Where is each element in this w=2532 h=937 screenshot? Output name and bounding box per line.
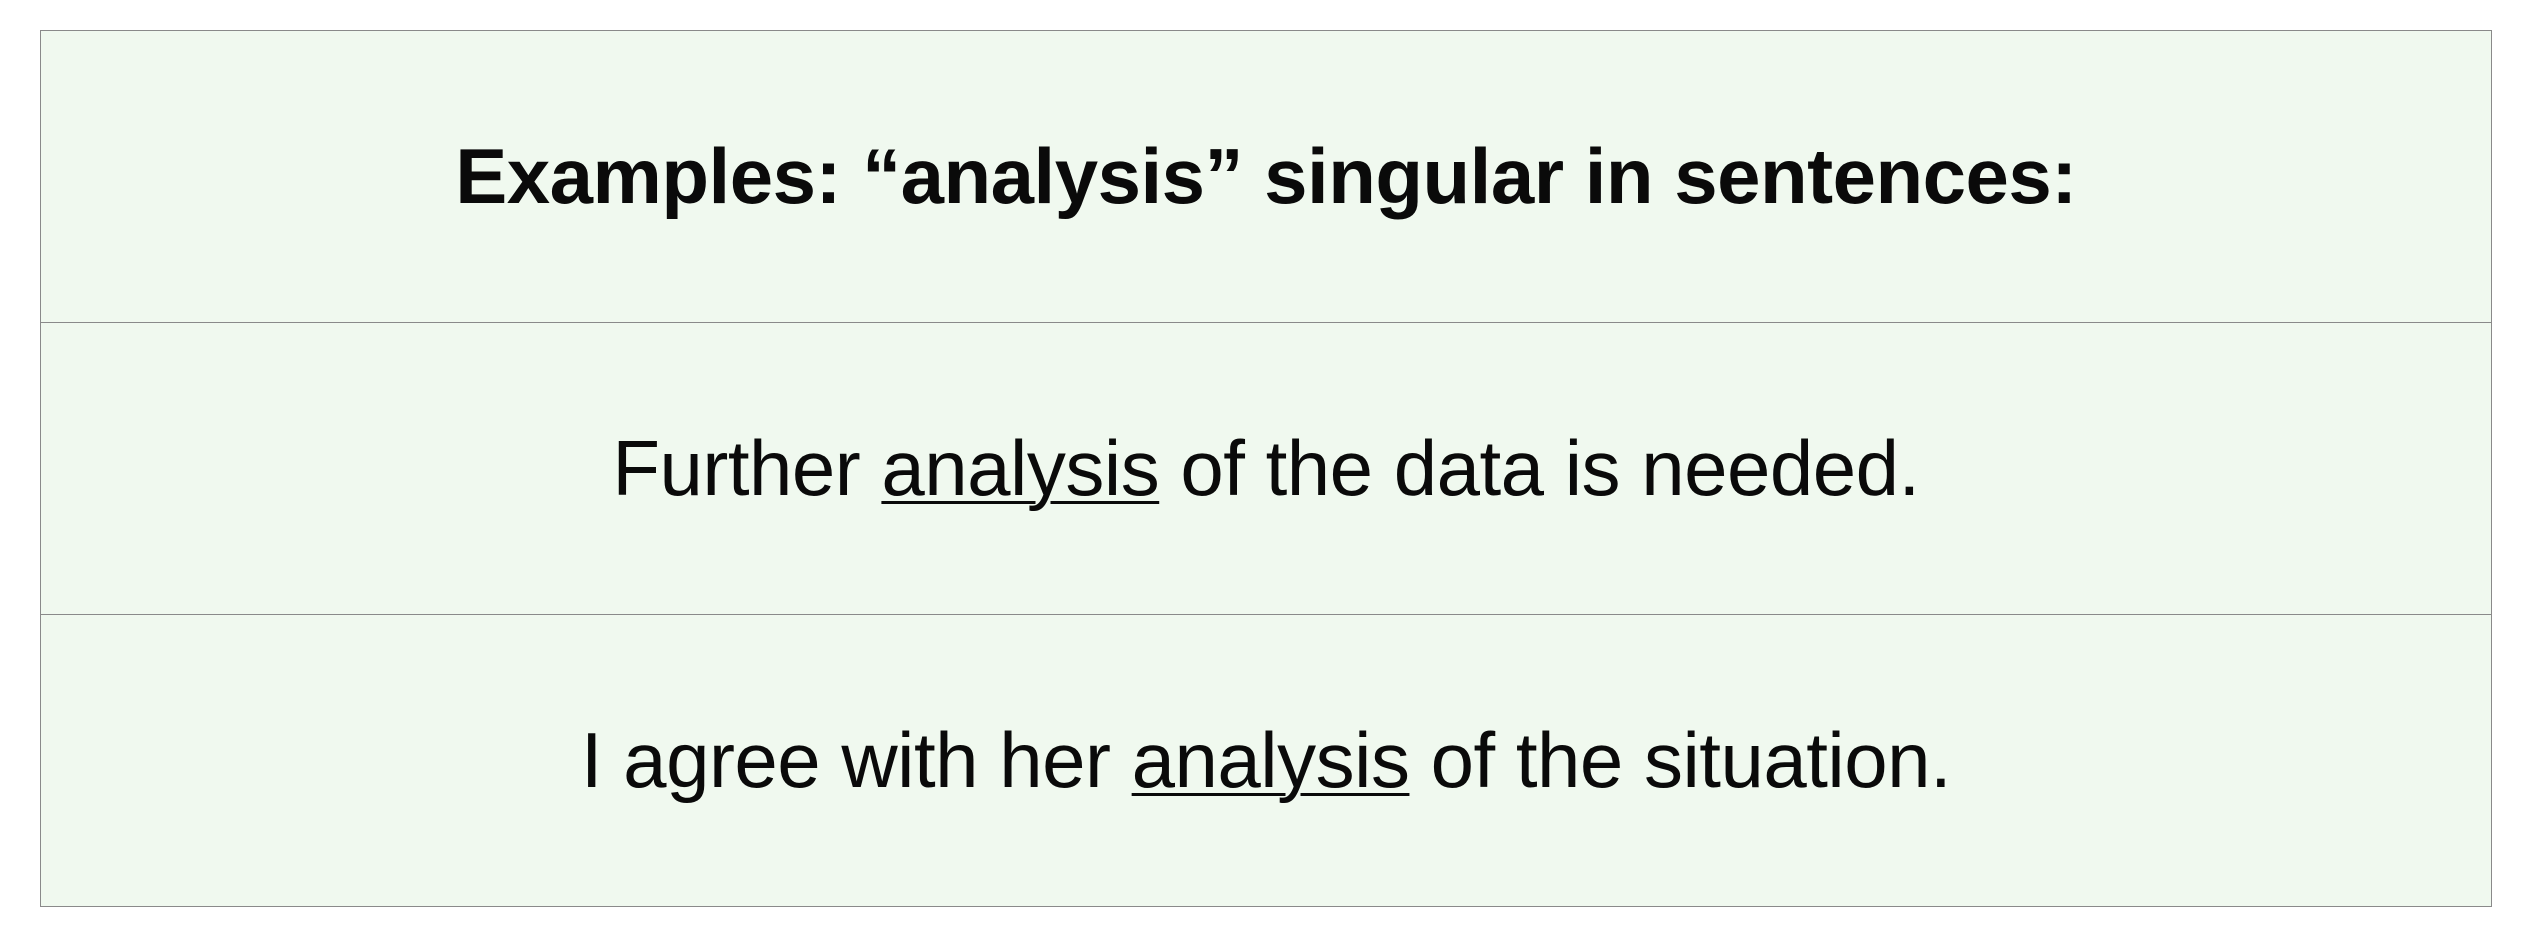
sentence-before: Further [612, 424, 881, 512]
sentence-after: of the situation. [1409, 716, 1951, 804]
sentence-after: of the data is needed. [1159, 424, 1919, 512]
table-header-text: Examples: “analysis” singular in sentenc… [455, 131, 2077, 222]
page-wrap: Examples: “analysis” singular in sentenc… [0, 0, 2532, 937]
table-row: Further analysis of the data is needed. [41, 322, 2491, 614]
table-header-row: Examples: “analysis” singular in sentenc… [41, 31, 2491, 322]
example-sentence: I agree with her analysis of the situati… [581, 715, 1951, 806]
underlined-word: analysis [1132, 716, 1410, 804]
sentence-before: I agree with her [581, 716, 1132, 804]
underlined-word: analysis [881, 424, 1159, 512]
examples-table: Examples: “analysis” singular in sentenc… [40, 30, 2492, 907]
example-sentence: Further analysis of the data is needed. [612, 423, 1919, 514]
table-row: I agree with her analysis of the situati… [41, 614, 2491, 906]
